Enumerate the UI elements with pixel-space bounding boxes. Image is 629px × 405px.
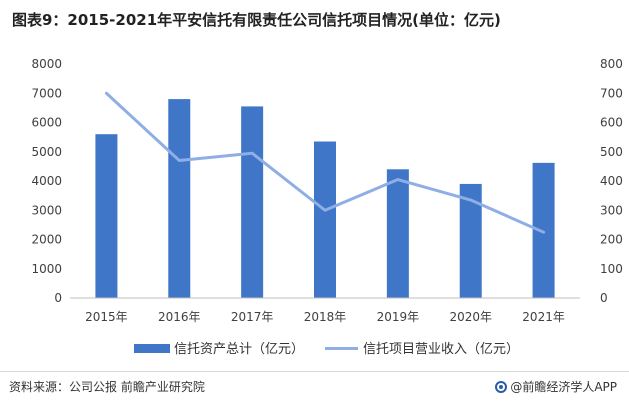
bar-2016年 bbox=[168, 99, 191, 298]
x-tick-label: 2018年 bbox=[304, 310, 347, 324]
brand-logo-icon bbox=[495, 380, 508, 393]
x-tick-label: 2020年 bbox=[449, 310, 492, 324]
left-tick-label: 2000 bbox=[31, 233, 62, 247]
bar-2021年 bbox=[532, 162, 555, 298]
x-tick-label: 2015年 bbox=[85, 310, 128, 324]
right-tick-label: 400 bbox=[600, 174, 623, 188]
right-tick-label: 200 bbox=[600, 233, 623, 247]
x-tick-label: 2016年 bbox=[158, 310, 201, 324]
left-tick-label: 0 bbox=[54, 291, 62, 305]
x-tick-label: 2017年 bbox=[231, 310, 274, 324]
left-axis-ticks: 0 1000 2000 3000 4000 5000 6000 7000 8000 bbox=[31, 57, 62, 305]
x-tick-label: 2021年 bbox=[522, 310, 565, 324]
right-tick-label: 700 bbox=[600, 86, 623, 100]
chart-title: 图表9：2015-2021年平安信托有限责任公司信托项目情况(单位：亿元) bbox=[12, 11, 501, 29]
left-tick-label: 3000 bbox=[31, 203, 62, 217]
left-tick-label: 8000 bbox=[31, 57, 62, 71]
bar-2015年 bbox=[95, 134, 118, 298]
bar-2017年 bbox=[241, 106, 264, 298]
bar-2020年 bbox=[459, 183, 482, 298]
legend-swatch-bar bbox=[134, 344, 170, 353]
bars-layer bbox=[95, 99, 555, 298]
right-tick-label: 300 bbox=[600, 203, 623, 217]
right-tick-label: 600 bbox=[600, 116, 623, 130]
chart: 0 1000 2000 3000 4000 5000 6000 7000 8000 0 100 20… bbox=[31, 57, 623, 357]
right-axis-ticks: 0 100 200 300 400 500 600 700 800 bbox=[600, 57, 623, 305]
brand-label: @前瞻经济学人APP bbox=[510, 380, 617, 394]
right-tick-label: 500 bbox=[600, 145, 623, 159]
legend-label-bar: 信托资产总计（亿元） bbox=[174, 342, 304, 357]
line-series-revenue bbox=[104, 91, 546, 234]
x-tick-label: 2019年 bbox=[377, 310, 420, 324]
right-tick-label: 0 bbox=[600, 291, 608, 305]
left-tick-label: 6000 bbox=[31, 116, 62, 130]
bar-2018年 bbox=[314, 141, 336, 298]
left-tick-label: 7000 bbox=[31, 86, 62, 100]
brand-credit: @前瞻经济学人APP bbox=[495, 378, 617, 395]
footer: 资料来源：公司公报 前瞻产业研究院 @前瞻经济学人APP bbox=[0, 371, 629, 405]
legend-label-line: 信托项目营业收入（亿元） bbox=[363, 342, 519, 357]
left-tick-label: 1000 bbox=[31, 262, 62, 276]
legend: 信托资产总计（亿元） 信托项目营业收入（亿元） bbox=[134, 342, 519, 357]
x-axis-ticks: 2015年 2016年 2017年 2018年 2019年 2020年 2021年 bbox=[85, 310, 565, 324]
left-tick-label: 4000 bbox=[31, 174, 62, 188]
bar-2019年 bbox=[386, 169, 409, 298]
left-tick-label: 5000 bbox=[31, 145, 62, 159]
right-tick-label: 800 bbox=[600, 57, 623, 71]
right-tick-label: 100 bbox=[600, 262, 623, 276]
source-note: 资料来源：公司公报 前瞻产业研究院 bbox=[9, 380, 205, 394]
